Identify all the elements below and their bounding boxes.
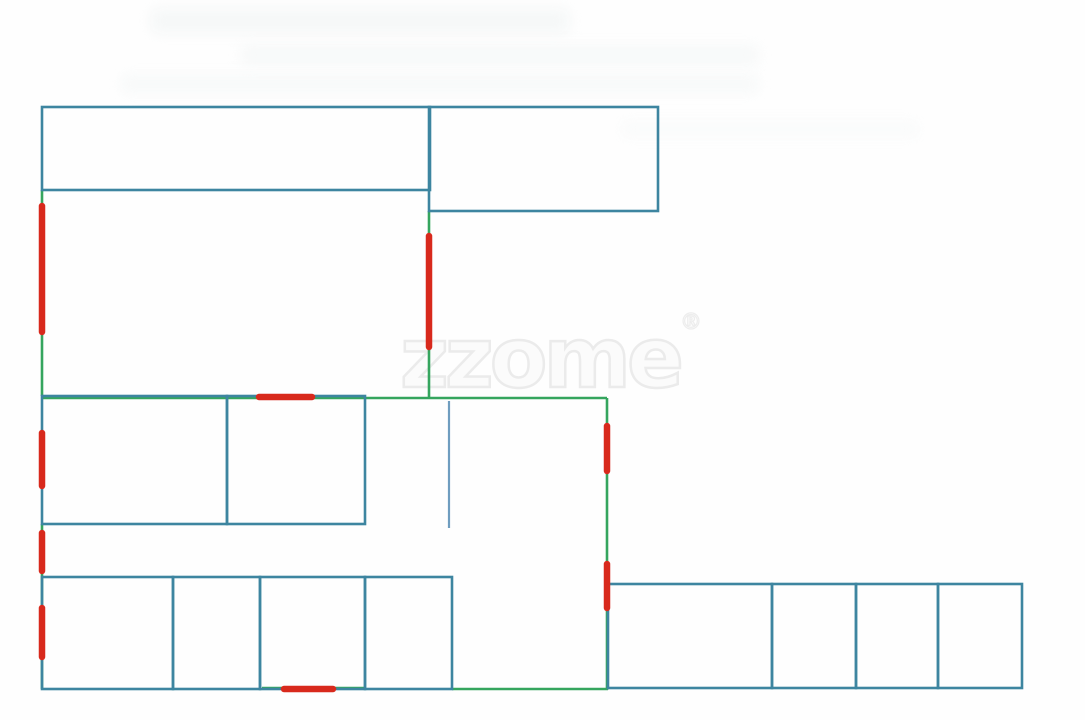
bottom-right-room-3 xyxy=(854,582,940,690)
scan-artifact xyxy=(620,120,920,138)
watermark-text: zzome xyxy=(399,309,686,407)
bottom-right-room-4 xyxy=(936,582,1024,690)
registered-trademark-icon: ® xyxy=(679,310,702,335)
bottom-left-room-2 xyxy=(171,575,262,691)
bottom-right-room-2 xyxy=(770,582,858,690)
scan-artifact xyxy=(120,74,760,94)
top-left-room xyxy=(40,105,432,192)
scan-artifact xyxy=(240,44,760,66)
bottom-left-room-3 xyxy=(258,575,367,691)
watermark-logo: zzome® xyxy=(399,310,703,401)
middle-room-1 xyxy=(40,394,229,526)
top-right-room xyxy=(427,105,660,213)
bottom-right-room-1 xyxy=(606,582,774,690)
bottom-left-room-4 xyxy=(363,575,454,691)
middle-room-2 xyxy=(225,394,367,526)
scan-artifact xyxy=(150,8,570,34)
bottom-left-room-1 xyxy=(40,575,175,691)
